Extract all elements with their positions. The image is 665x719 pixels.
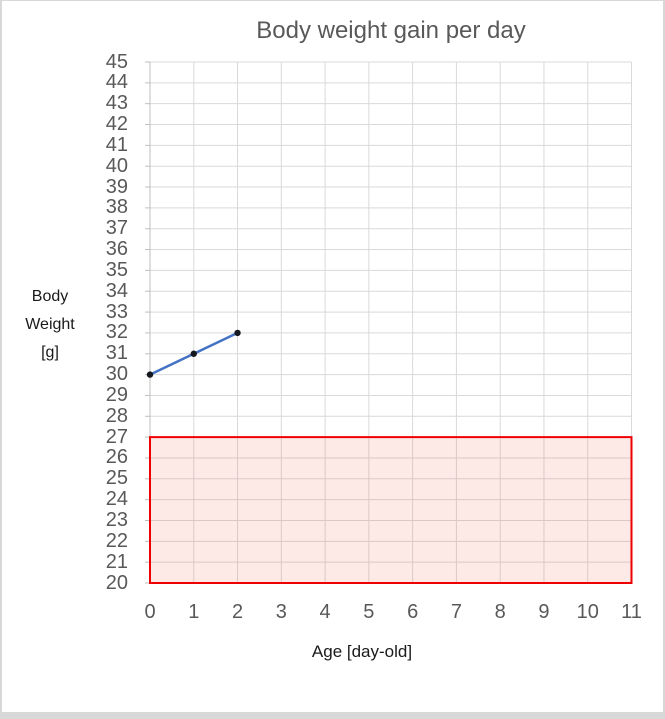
y-tick-label: 25: [105, 467, 128, 490]
x-tick-label: 7: [450, 601, 462, 623]
highlight-region: [149, 436, 633, 584]
x-tick-label: 2: [231, 601, 244, 623]
y-tick-label: 24: [105, 488, 128, 511]
y-tick-label: 32: [105, 321, 128, 344]
y-tick-label: 31: [105, 342, 128, 365]
x-tick-label: 3: [275, 601, 287, 623]
x-tick-label: 5: [363, 601, 375, 623]
y-tick-label: 43: [105, 92, 128, 115]
y-tick-label: 39: [105, 175, 128, 198]
y-tick-label: 37: [105, 217, 128, 240]
y-tick-label: 20: [105, 571, 128, 594]
y-tick-label: 23: [105, 508, 128, 531]
x-tick-label: 4: [319, 601, 331, 623]
x-axis-title: Age [day-old]: [311, 642, 413, 661]
y-tick-label: 21: [105, 550, 128, 573]
y-tick-label: 35: [105, 258, 128, 281]
x-tick-label: 9: [538, 601, 550, 623]
x-tick-label: 6: [407, 601, 419, 623]
y-tick-label: 36: [105, 238, 128, 261]
y-tick-label: 44: [105, 71, 128, 94]
x-tick-label: 8: [494, 601, 506, 623]
y-tick-label: 26: [105, 446, 128, 469]
y-tick-label: 41: [105, 133, 128, 156]
data-point-marker: [190, 350, 197, 357]
y-tick-label: 40: [105, 154, 128, 177]
y-tick-label: 33: [105, 300, 128, 323]
x-tick-label: 11: [621, 601, 642, 623]
y-tick-label: 42: [105, 113, 128, 136]
x-tick-label: 0: [144, 601, 156, 623]
y-tick-label: 30: [105, 363, 128, 386]
y-tick-label: 38: [105, 196, 128, 219]
x-tick-label: 1: [188, 601, 200, 623]
y-tick-label: 45: [105, 50, 128, 73]
x-tick-label: 10: [576, 601, 599, 623]
y-tick-label: 27: [105, 425, 128, 448]
data-point-marker: [234, 329, 241, 337]
y-tick-label: 29: [105, 383, 128, 406]
chart-title: Body weight gain per day: [256, 17, 526, 44]
y-tick-label: 22: [105, 529, 128, 552]
y-axis-title: Body Weight [g]: [25, 288, 75, 361]
data-point-marker: [146, 371, 154, 378]
y-tick-label: 28: [105, 404, 128, 427]
y-tick-label: 34: [105, 279, 128, 302]
